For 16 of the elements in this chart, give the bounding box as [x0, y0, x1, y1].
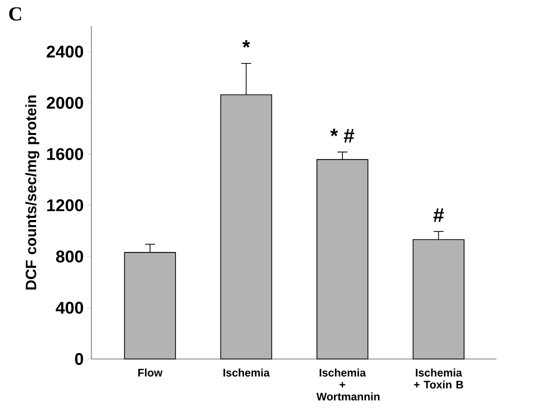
annotation: * # — [330, 128, 354, 143]
text: C — [9, 7, 22, 21]
y-tick-label: 0 — [75, 353, 84, 365]
x-tick-label: Flow — [138, 368, 163, 377]
y-tick-label: 2400 — [46, 46, 84, 58]
x-tick-label: Ischemia — [223, 368, 270, 377]
x-tick-label: Ischemia + Toxin B — [414, 368, 464, 389]
y-tick-label: 400 — [56, 302, 84, 314]
y-tick-label: 1200 — [47, 199, 84, 212]
y-axis-title: DCF counts/sec/mg protein — [25, 95, 40, 290]
y-tick-label: 800 — [56, 250, 84, 263]
y-tick-label: 2000 — [46, 96, 84, 109]
x-tick-label: Ischemia + Wortmannin — [316, 368, 380, 400]
y-tick-label: 1600 — [47, 148, 84, 160]
annotation: # — [433, 208, 444, 222]
annotation: * — [242, 40, 250, 48]
